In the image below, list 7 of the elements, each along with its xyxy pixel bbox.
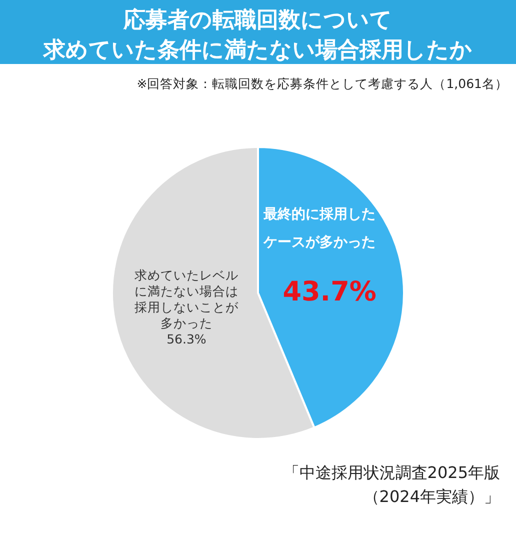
- slice-label: 求めていたレベルに満たない場合は採用しないことが多かった: [134, 267, 240, 330]
- chart-title: 応募者の転職回数について求めていた条件に満たない場合採用したか: [42, 7, 472, 63]
- data-label: 56.3%: [166, 331, 206, 346]
- chart-subtitle: ※回答対象：転職回数を応募条件として考慮する人（1,061名）: [136, 76, 508, 91]
- text: 「中途採用状況調査2025年版（2024年実績）」: [283, 463, 500, 506]
- data-label: 43.7%: [282, 276, 376, 308]
- slice-label: 最終的に採用したケースが多かった: [262, 206, 376, 251]
